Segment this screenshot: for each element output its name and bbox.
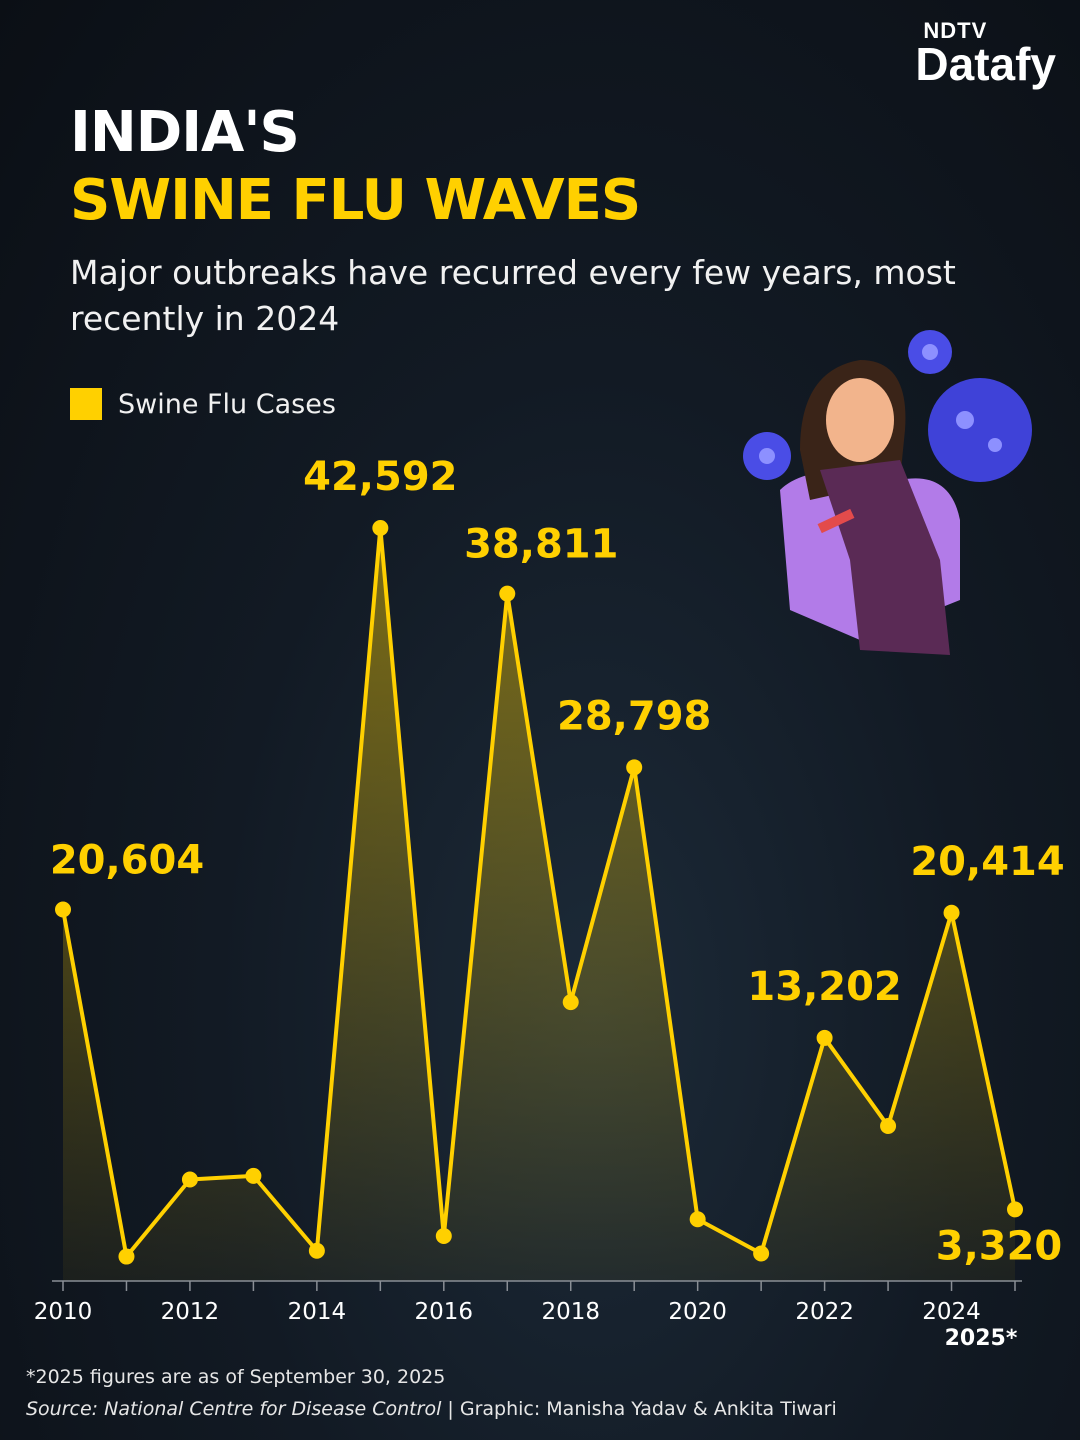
data-point-2023 [880,1118,897,1135]
x-tick-label-2016: 2016 [415,1299,474,1325]
sick-person-illustration [743,330,1032,655]
source-label: Source: National Centre for Disease Cont… [26,1398,442,1420]
data-point-2010 [55,901,71,918]
data-point-2011 [118,1248,135,1265]
ndtv-datafy-logo: NDTV Datafy [915,18,1056,90]
data-point-2019 [626,759,643,776]
source-line: Source: National Centre for Disease Cont… [26,1398,837,1420]
series-line-swine-flu-cases [61,526,1017,1259]
data-label-2022: 13,202 [747,964,901,1010]
data-label-2010: 20,604 [50,838,204,884]
data-point-2016 [435,1228,452,1245]
x-tick-label-2012: 2012 [161,1299,220,1325]
x-tick-label-2022: 2022 [795,1299,854,1325]
area-fill [63,528,1015,1281]
data-label-2019: 28,798 [557,693,711,739]
title-line-2: SWINE FLU WAVES [70,168,641,233]
data-point-2014 [308,1242,325,1259]
footnote: *2025 figures are as of September 30, 20… [26,1366,446,1388]
data-label-2015: 42,592 [303,454,457,500]
legend-swatch [70,388,102,420]
x-tick-label-2020: 2020 [668,1299,727,1325]
data-point-2024 [943,904,960,921]
data-point-2013 [245,1167,262,1184]
x-tick-label-2018: 2018 [541,1299,600,1325]
data-point-2020 [689,1211,706,1228]
data-label-2025: 3,320 [936,1223,1063,1269]
x-tick-label-2014: 2014 [288,1299,347,1325]
logo-main-text: Datafy [915,38,1056,90]
chart-legend: Swine Flu Cases [70,388,336,420]
x-tick-label-2010: 2010 [34,1299,93,1325]
data-label-2017: 38,811 [464,522,618,568]
x-tick-label-2024: 2024 [922,1299,981,1325]
data-point-2018 [562,994,579,1011]
credit-text: | Graphic: Manisha Yadav & Ankita Tiwari [441,1398,837,1420]
data-point-2025 [1007,1201,1023,1218]
logo-top-text: NDTV [923,18,988,43]
legend-label: Swine Flu Cases [118,388,336,420]
subtitle: Major outbreaks have recurred every few … [70,253,956,338]
data-point-2021 [753,1245,770,1262]
data-label-2024: 20,414 [910,839,1064,885]
data-point-2022 [816,1029,833,1046]
data-point-2012 [181,1171,198,1188]
x-tick-label-2025: 2025* [945,1326,1018,1351]
data-point-2017 [499,585,516,602]
data-point-2015 [372,520,389,536]
title-line-1: INDIA'S [70,100,300,165]
